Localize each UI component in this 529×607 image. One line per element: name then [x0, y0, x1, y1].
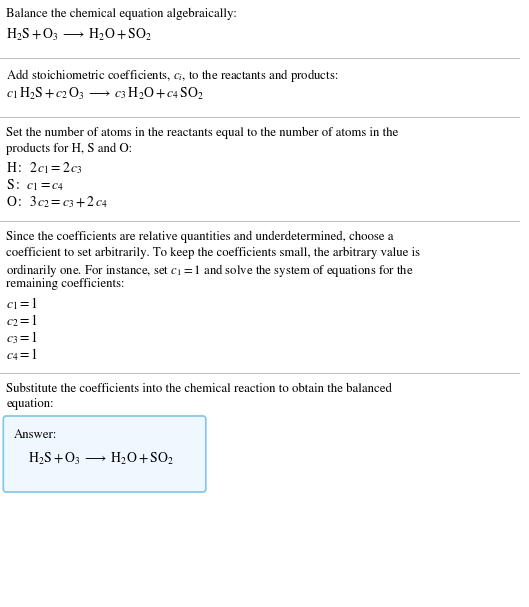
Text: $c_1\,\mathrm{H_2S} + c_2\,\mathrm{O_3} \;\longrightarrow\; c_3\,\mathrm{H_2O} +: $c_1\,\mathrm{H_2S} + c_2\,\mathrm{O_3} …: [6, 86, 204, 102]
Text: $\mathrm{H_2S + O_3 \;\longrightarrow\; H_2O + SO_2}$: $\mathrm{H_2S + O_3 \;\longrightarrow\; …: [28, 450, 174, 467]
Text: $\mathrm{H{:}}\;\; 2\,c_1 = 2\,c_3$: $\mathrm{H{:}}\;\; 2\,c_1 = 2\,c_3$: [6, 160, 83, 176]
Text: equation:: equation:: [6, 399, 54, 410]
Text: $\mathrm{O{:}}\;\; 3\,c_2 = c_3 + 2\,c_4$: $\mathrm{O{:}}\;\; 3\,c_2 = c_3 + 2\,c_4…: [6, 194, 108, 209]
Text: Set the number of atoms in the reactants equal to the number of atoms in the: Set the number of atoms in the reactants…: [6, 127, 398, 139]
Text: $c_4 = 1$: $c_4 = 1$: [6, 346, 38, 363]
Text: coefficient to set arbitrarily. To keep the coefficients small, the arbitrary va: coefficient to set arbitrarily. To keep …: [6, 246, 420, 259]
Text: Since the coefficients are relative quantities and underdetermined, choose a: Since the coefficients are relative quan…: [6, 231, 394, 243]
Text: $c_1 = 1$: $c_1 = 1$: [6, 295, 38, 312]
Text: products for H, S and O:: products for H, S and O:: [6, 143, 132, 155]
Text: ordinarily one. For instance, set $c_1 = 1$ and solve the system of equations fo: ordinarily one. For instance, set $c_1 =…: [6, 262, 414, 279]
FancyBboxPatch shape: [3, 416, 206, 492]
Text: $\mathrm{S{:}}\;\; c_1 = c_4$: $\mathrm{S{:}}\;\; c_1 = c_4$: [6, 177, 64, 193]
Text: Balance the chemical equation algebraically:: Balance the chemical equation algebraica…: [6, 8, 237, 20]
Text: $c_3 = 1$: $c_3 = 1$: [6, 329, 38, 346]
Text: Answer:: Answer:: [14, 429, 58, 441]
Text: $\mathrm{H_2S + O_3 \;\longrightarrow\; H_2O + SO_2}$: $\mathrm{H_2S + O_3 \;\longrightarrow\; …: [6, 27, 152, 42]
Text: Add stoichiometric coefficients, $c_i$, to the reactants and products:: Add stoichiometric coefficients, $c_i$, …: [6, 67, 339, 84]
Text: remaining coefficients:: remaining coefficients:: [6, 277, 125, 290]
Text: $c_2 = 1$: $c_2 = 1$: [6, 312, 38, 329]
Text: Substitute the coefficients into the chemical reaction to obtain the balanced: Substitute the coefficients into the che…: [6, 383, 392, 395]
